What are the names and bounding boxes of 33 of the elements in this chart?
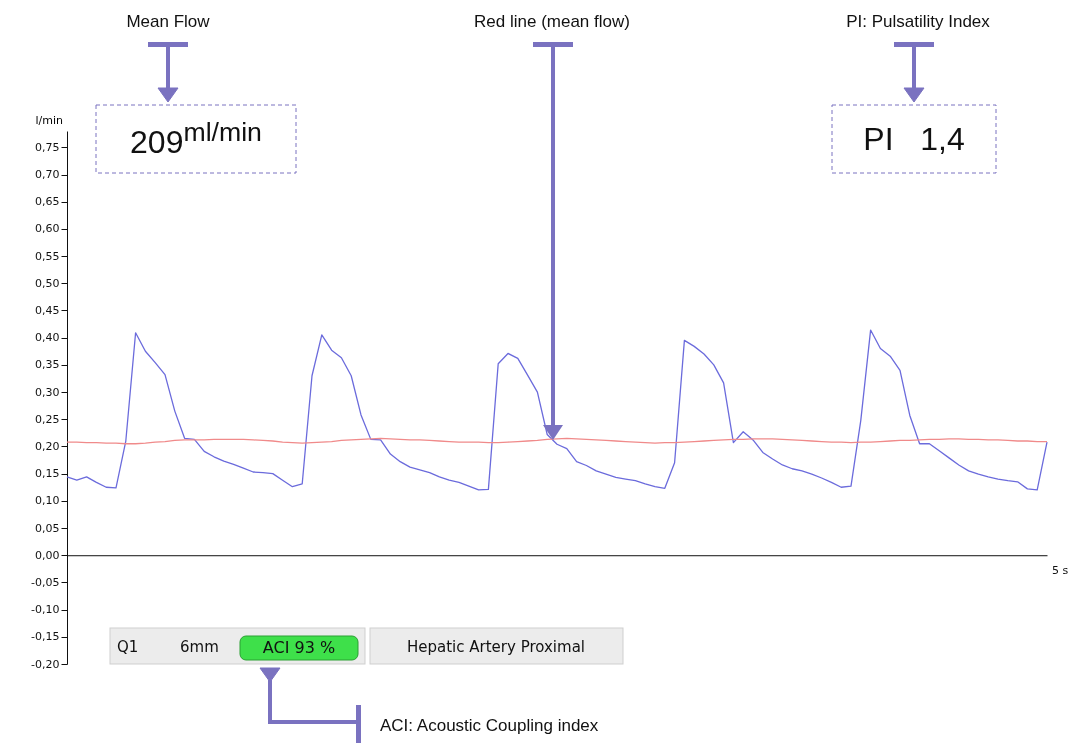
- annotation: ACI 93 %: [262, 637, 336, 657]
- text: Red line (mean flow): [474, 12, 630, 32]
- y-tick-label: 0,65: [35, 195, 60, 209]
- text: PI: Pulsatility Index: [846, 12, 990, 32]
- y-tick-label: 0,55: [35, 249, 60, 263]
- y-tick-label: 0,75: [35, 140, 60, 154]
- y-tick-label: -0,20: [31, 657, 60, 671]
- text: ACI: Acoustic Coupling index: [380, 716, 599, 736]
- annotation: Q1: [117, 638, 139, 656]
- y-tick-label: 0,10: [35, 494, 60, 508]
- y-tick-label: 0,15: [35, 467, 60, 481]
- y-tick-label: 0,05: [35, 521, 60, 535]
- y-tick-label: 0,40: [35, 331, 60, 345]
- y-tick-label: 0,50: [35, 276, 60, 290]
- annotation: 209$^{ml/min}$: [130, 117, 262, 161]
- annotation: Hepatic Artery Proximal: [407, 638, 585, 656]
- y-tick-label: 0,30: [35, 385, 60, 399]
- y-tick-label: 0,25: [35, 412, 60, 426]
- y-tick-label: 0,45: [35, 303, 60, 317]
- text: 5 s: [1051, 563, 1069, 577]
- y-tick-label: -0,15: [31, 630, 60, 644]
- y-tick-label: 0,20: [35, 439, 60, 453]
- y-axis-title: l/min: [35, 113, 64, 127]
- y-tick-label: 0,00: [35, 548, 60, 562]
- y-tick-label: -0,10: [31, 603, 60, 617]
- y-tick-label: -0,05: [31, 575, 60, 589]
- y-tick-label: 0,70: [35, 168, 60, 182]
- y-tick-label: 0,60: [35, 222, 60, 236]
- annotation: PI 1,4: [863, 120, 965, 158]
- line-series: [66, 329, 1048, 491]
- text: Mean Flow: [126, 12, 210, 32]
- annotation: 6mm: [180, 638, 219, 656]
- y-tick-label: 0,35: [35, 358, 60, 372]
